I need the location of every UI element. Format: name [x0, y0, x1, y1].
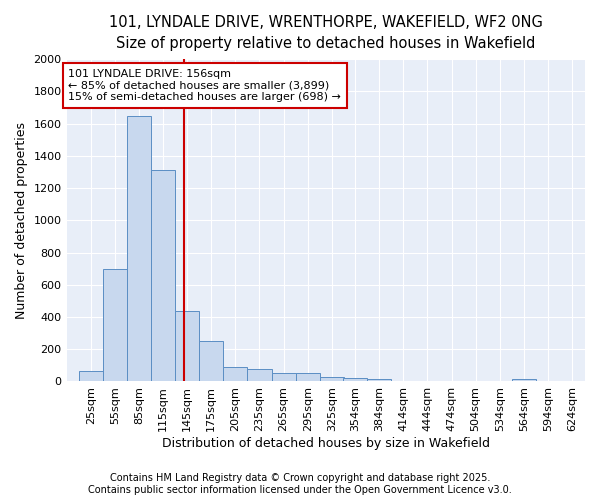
Bar	[343, 378, 367, 382]
Bar	[272, 374, 296, 382]
Bar	[175, 310, 199, 382]
Title: 101, LYNDALE DRIVE, WRENTHORPE, WAKEFIELD, WF2 0NG
Size of property relative to : 101, LYNDALE DRIVE, WRENTHORPE, WAKEFIEL…	[109, 15, 543, 51]
Bar	[512, 379, 536, 382]
Bar	[103, 268, 127, 382]
Bar	[223, 367, 247, 382]
Text: Contains HM Land Registry data © Crown copyright and database right 2025.
Contai: Contains HM Land Registry data © Crown c…	[88, 474, 512, 495]
Bar	[247, 368, 272, 382]
Bar	[79, 371, 103, 382]
X-axis label: Distribution of detached houses by size in Wakefield: Distribution of detached houses by size …	[162, 437, 490, 450]
Bar	[151, 170, 175, 382]
Bar	[367, 379, 391, 382]
Text: 101 LYNDALE DRIVE: 156sqm
← 85% of detached houses are smaller (3,899)
15% of se: 101 LYNDALE DRIVE: 156sqm ← 85% of detac…	[68, 69, 341, 102]
Y-axis label: Number of detached properties: Number of detached properties	[15, 122, 28, 319]
Bar	[296, 374, 320, 382]
Bar	[199, 341, 223, 382]
Bar	[320, 378, 344, 382]
Bar	[127, 116, 151, 382]
